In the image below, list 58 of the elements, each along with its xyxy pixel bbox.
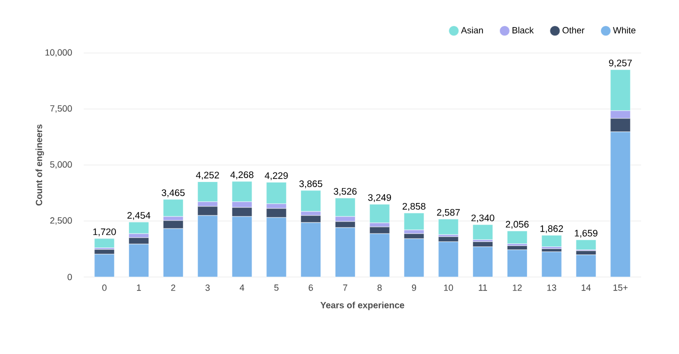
y-tick-label: 10,000: [46, 49, 72, 57]
bar: [300, 190, 322, 212]
bar: [438, 218, 459, 235]
total-label: 1,862: [540, 225, 563, 234]
x-axis-title: Years of experience: [320, 302, 404, 310]
total-label: 3,465: [162, 189, 185, 198]
bar: [369, 204, 390, 224]
total-label: 2,454: [127, 212, 150, 220]
total-label: 2,587: [437, 209, 460, 217]
total-label: 2,056: [506, 220, 529, 229]
total-label: 9,257: [609, 60, 632, 68]
bar: [541, 252, 562, 278]
x-tick-label: 12: [512, 284, 522, 291]
legend-label: Black: [512, 26, 534, 34]
y-tick-label: 5,000: [50, 161, 72, 169]
bar: [541, 235, 562, 247]
y-tick-label: 2,500: [50, 217, 72, 225]
x-tick-label: 6: [308, 284, 313, 291]
legend-label: Asian: [461, 26, 483, 34]
y-tick-label: 7,500: [50, 105, 72, 113]
y-axis-title: Count of engineers: [36, 124, 44, 206]
total-label: 2,858: [402, 202, 426, 211]
y-tick-label: 0: [68, 274, 72, 280]
x-tick-label: 14: [582, 284, 591, 291]
bar: [507, 250, 528, 278]
total-label: 4,229: [264, 172, 288, 180]
bar: [163, 199, 184, 217]
total-label: 1,720: [93, 228, 116, 236]
legend-label: Other: [562, 26, 584, 34]
total-label: 3,526: [334, 188, 357, 196]
total-label: 3,249: [368, 194, 391, 202]
x-tick-label: 7: [343, 284, 348, 291]
total-label: 1,659: [574, 230, 598, 238]
x-tick-label: 3: [205, 284, 210, 291]
x-tick-label: 0: [102, 284, 107, 291]
bar: [266, 182, 287, 204]
x-tick-label: 13: [547, 284, 556, 291]
bar: [128, 222, 149, 234]
x-tick-label: 9: [412, 284, 416, 291]
legend-label: White: [612, 26, 636, 34]
bar: [197, 182, 218, 202]
x-tick-label: 8: [378, 284, 382, 291]
bar: [404, 212, 424, 230]
bar: [507, 230, 528, 244]
x-tick-label: 15+: [613, 284, 628, 291]
total-label: 3,865: [299, 180, 322, 188]
x-tick-label: 2: [171, 284, 176, 291]
total-label: 4,268: [230, 171, 254, 180]
total-label: 4,252: [196, 172, 219, 180]
bar: [576, 254, 596, 278]
x-tick-label: 10: [444, 284, 454, 291]
bar: [335, 198, 356, 217]
total-label: 2,340: [471, 214, 494, 222]
x-tick-label: 1: [136, 284, 141, 291]
x-tick-label: 4: [240, 284, 244, 291]
bar: [472, 224, 494, 240]
x-tick-label: 11: [478, 284, 488, 291]
x-tick-label: 5: [274, 284, 279, 291]
